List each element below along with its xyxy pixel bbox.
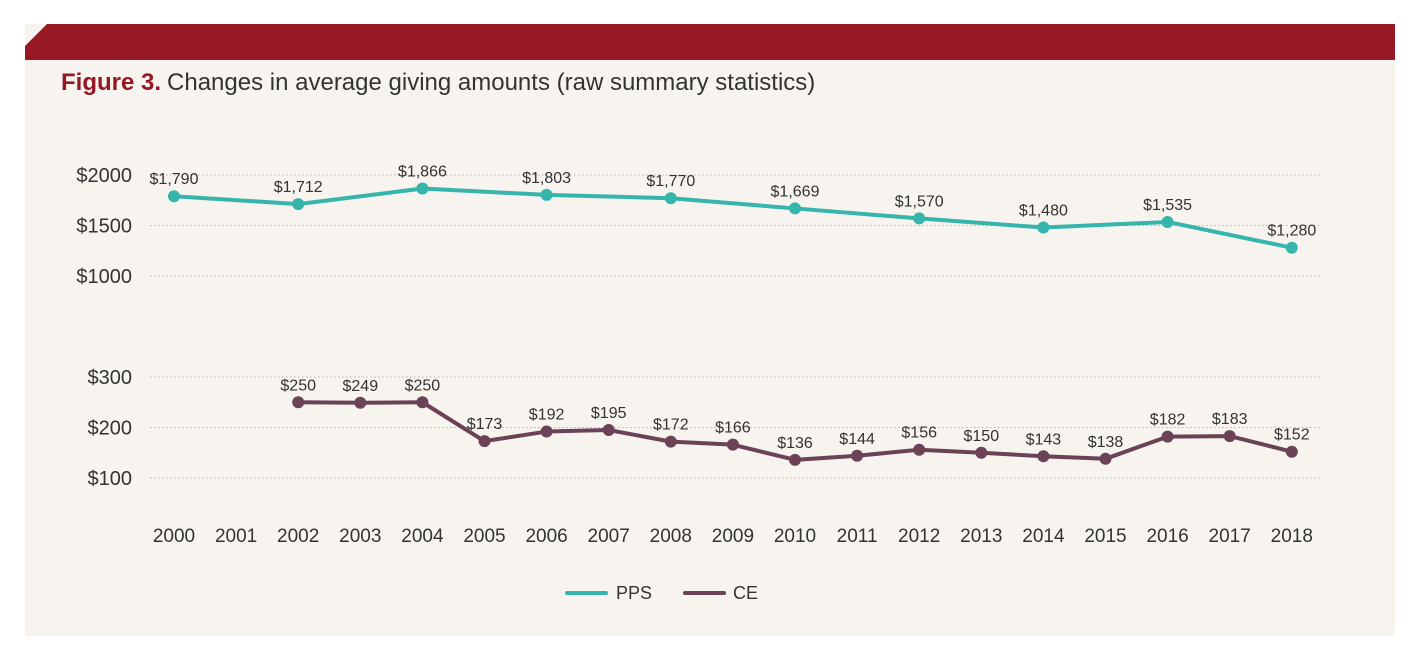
y-tick-label: $100	[88, 468, 133, 490]
data-point-ce	[416, 396, 429, 409]
data-label-ce: $136	[777, 435, 813, 452]
figure-label: Figure 3.	[61, 69, 162, 96]
data-label-pps: $1,280	[1267, 223, 1316, 240]
data-label-ce: $150	[964, 428, 1000, 445]
x-tick-label: 2000	[153, 526, 195, 547]
data-label-ce: $172	[653, 417, 689, 434]
data-point-ce	[851, 449, 864, 462]
x-tick-label: 2003	[339, 526, 381, 547]
data-label-pps: $1,480	[1019, 203, 1068, 220]
data-point-ce	[789, 453, 801, 466]
legend-label-ce: CE	[733, 583, 758, 603]
data-point-ce	[726, 438, 739, 451]
data-point-ce	[664, 435, 677, 448]
data-point-ce	[354, 396, 367, 409]
x-tick-label: 2016	[1146, 526, 1188, 547]
figure-caption: Changes in average giving amounts (raw s…	[167, 69, 816, 96]
x-tick-label: 2005	[463, 526, 505, 547]
data-point-pps	[292, 198, 305, 211]
data-label-ce: $143	[1026, 431, 1062, 448]
data-label-ce: $152	[1274, 427, 1310, 444]
x-tick-label: 2008	[650, 526, 692, 547]
data-point-ce	[1037, 450, 1050, 463]
data-label-ce: $250	[280, 377, 316, 394]
data-point-ce	[1161, 430, 1174, 443]
x-tick-label: 2006	[525, 526, 567, 547]
y-tick-label: $1500	[76, 216, 132, 238]
figure-panel	[25, 24, 1395, 636]
data-label-pps: $1,535	[1143, 197, 1192, 214]
data-label-pps: $1,570	[895, 193, 944, 210]
data-point-pps	[913, 212, 926, 225]
x-tick-label: 2007	[588, 526, 630, 547]
legend-label-pps: PPS	[616, 583, 652, 603]
x-tick-label: 2009	[712, 526, 754, 547]
data-label-ce: $183	[1212, 411, 1248, 428]
data-label-ce: $195	[591, 405, 627, 422]
data-label-ce: $138	[1088, 434, 1124, 451]
data-point-ce	[1285, 445, 1298, 458]
data-label-ce: $182	[1150, 412, 1186, 429]
x-tick-label: 2015	[1084, 526, 1126, 547]
data-point-pps	[168, 190, 180, 203]
header-banner	[25, 24, 1395, 60]
data-point-ce	[1099, 452, 1112, 465]
y-tick-label: $300	[88, 367, 133, 389]
data-point-ce	[540, 425, 553, 438]
y-tick-label: $1000	[76, 266, 132, 288]
x-tick-label: 2011	[837, 526, 878, 547]
y-tick-label: $200	[88, 418, 133, 440]
data-point-ce	[292, 396, 305, 409]
data-label-pps: $1,669	[771, 183, 820, 200]
data-point-pps	[664, 192, 677, 205]
data-label-ce: $166	[715, 420, 751, 437]
data-label-pps: $1,803	[522, 170, 571, 187]
data-point-ce	[1223, 430, 1236, 443]
data-label-ce: $156	[901, 425, 937, 442]
data-point-pps	[789, 202, 801, 215]
data-label-ce: $250	[405, 377, 441, 394]
data-point-ce	[478, 435, 491, 448]
x-tick-label: 2013	[960, 526, 1002, 547]
x-tick-label: 2010	[774, 526, 816, 547]
data-label-pps: $1,866	[398, 164, 447, 181]
data-label-pps: $1,790	[150, 171, 199, 188]
series-line-pps	[172, 186, 1294, 250]
x-tick-label: 2017	[1209, 526, 1251, 547]
x-tick-label: 2014	[1022, 526, 1065, 547]
data-label-ce: $249	[343, 378, 379, 395]
y-tick-label: $2000	[76, 165, 132, 187]
x-tick-label: 2018	[1271, 526, 1313, 547]
data-label-ce: $192	[529, 407, 565, 424]
x-tick-label: 2001	[215, 526, 257, 547]
data-point-pps	[416, 182, 429, 195]
x-tick-label: 2004	[401, 526, 444, 547]
data-label-ce: $173	[467, 416, 503, 433]
data-point-ce	[975, 446, 988, 459]
data-point-pps	[1285, 241, 1298, 254]
data-label-pps: $1,712	[274, 179, 323, 196]
figure-title: Figure 3. Changes in average giving amoun…	[61, 69, 815, 97]
x-tick-label: 2012	[898, 526, 940, 547]
data-point-ce	[602, 424, 615, 437]
x-tick-label: 2002	[277, 526, 319, 547]
data-point-ce	[913, 443, 926, 456]
data-point-pps	[1037, 221, 1050, 234]
data-point-pps	[540, 188, 553, 201]
data-label-pps: $1,770	[646, 173, 695, 190]
data-point-pps	[1161, 215, 1174, 228]
data-label-ce: $144	[839, 431, 875, 448]
